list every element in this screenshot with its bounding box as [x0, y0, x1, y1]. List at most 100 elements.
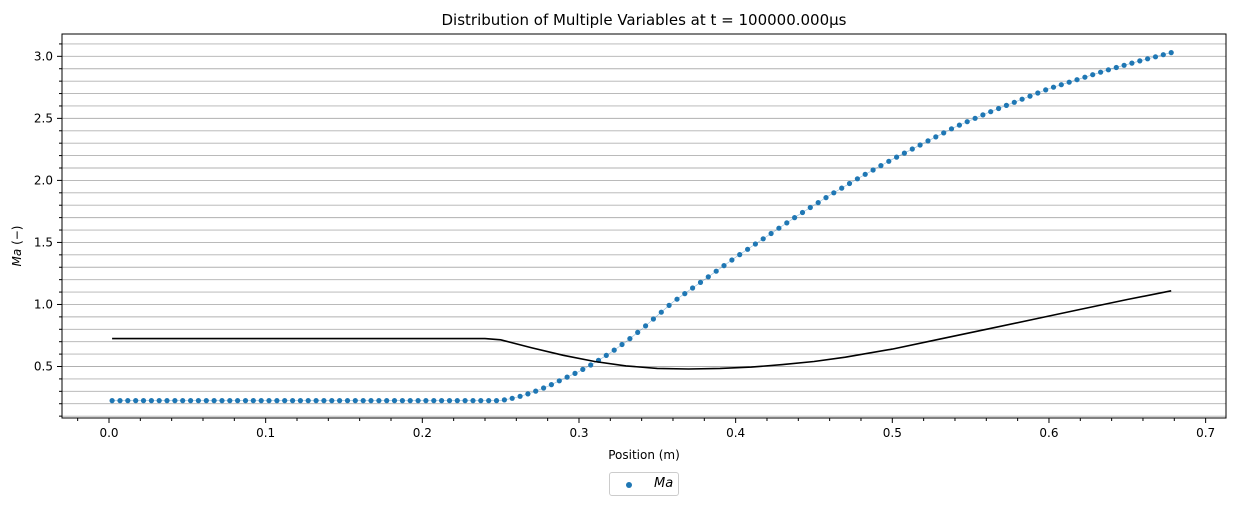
ma-point: [1105, 67, 1111, 73]
ma-point: [933, 134, 939, 140]
ma-point: [776, 225, 782, 231]
ma-point: [313, 398, 319, 404]
ma-point: [972, 115, 978, 121]
ma-point: [1074, 77, 1080, 83]
ma-point: [431, 398, 437, 404]
line-series: [112, 290, 1172, 370]
ma-point: [439, 398, 445, 404]
ma-point: [227, 398, 233, 404]
ma-point: [1137, 58, 1143, 64]
ma-point: [1066, 79, 1072, 85]
ma-point: [164, 398, 170, 404]
y-tick-label: 1.0: [34, 297, 53, 311]
x-axis-label: Position (m): [608, 448, 680, 462]
ma-point: [235, 398, 241, 404]
ma-point: [211, 398, 217, 404]
ma-point: [509, 395, 515, 401]
ma-point: [391, 398, 398, 404]
ma-point: [1145, 56, 1151, 62]
ma-point: [760, 236, 766, 242]
ma-point: [815, 200, 821, 206]
ma-point: [980, 112, 986, 118]
ma-point: [501, 397, 507, 403]
ma-point: [1098, 69, 1104, 75]
ma-point: [548, 382, 555, 388]
ma-point: [305, 398, 311, 404]
ma-point: [517, 393, 523, 399]
ma-point: [337, 398, 343, 404]
plot-frame: [61, 33, 1227, 419]
ma-point: [611, 347, 617, 353]
ma-point: [117, 398, 123, 404]
x-tick-label: 0.6: [1039, 426, 1058, 440]
ma-point: [988, 109, 994, 115]
ma-point: [917, 142, 923, 148]
ma-point: [541, 385, 547, 391]
ma-point: [148, 398, 154, 404]
x-tick-label: 0.0: [99, 426, 118, 440]
ma-point: [1113, 64, 1119, 71]
ma-point: [925, 138, 931, 144]
plot-area: [109, 50, 1174, 404]
ma-point: [242, 398, 249, 404]
ma-point: [462, 398, 468, 404]
ma-point: [1160, 52, 1166, 58]
ma-point: [423, 398, 429, 404]
ma-point: [752, 241, 759, 247]
ma-point: [948, 126, 955, 132]
ma-point: [344, 398, 351, 404]
ma-point: [250, 398, 256, 404]
ma-point: [109, 398, 115, 404]
ma-point: [203, 398, 209, 404]
ma-point: [384, 398, 390, 404]
ma-point: [886, 158, 892, 164]
ma-point: [627, 336, 633, 342]
ma-point: [909, 146, 915, 152]
ma-point: [1082, 74, 1088, 80]
ma-point: [682, 291, 688, 297]
y-axis-label: Ma (−): [10, 226, 24, 267]
ma-point: [846, 180, 853, 187]
ma-point: [792, 215, 798, 221]
ma-point: [854, 176, 861, 182]
x-tick-label: 0.7: [1196, 426, 1215, 440]
ma-point: [1027, 93, 1033, 99]
ma-point: [329, 398, 335, 404]
legend: Ma: [609, 472, 679, 496]
ma-point: [878, 163, 884, 169]
legend-marker-ma: [626, 482, 632, 488]
ma-point: [807, 204, 813, 211]
ma-point: [321, 398, 327, 404]
ma-point: [407, 398, 413, 404]
y-tick-label: 0.5: [34, 360, 53, 374]
ma-point: [533, 388, 539, 394]
y-axis: 0.5 1.0 1.5 2.0 2.5 3.0: [34, 43, 62, 417]
ma-point: [823, 195, 829, 201]
ma-point: [799, 209, 806, 216]
ma-point: [368, 398, 374, 404]
ma-point: [1058, 82, 1064, 88]
ma-point: [156, 398, 162, 404]
ma-point: [564, 374, 570, 380]
ma-point: [1019, 96, 1025, 102]
ma-point: [274, 398, 280, 404]
ma-point: [1168, 50, 1174, 56]
ma-point: [454, 398, 460, 404]
ma-point: [745, 246, 751, 252]
ma-point: [1003, 102, 1010, 108]
ma-point: [180, 398, 186, 404]
ma-point: [446, 398, 453, 404]
ma-point: [133, 398, 139, 404]
ma-point: [996, 105, 1002, 112]
ma-point: [1011, 99, 1017, 105]
ma-point: [415, 398, 421, 404]
ma-point: [964, 119, 970, 125]
ma-point: [352, 398, 358, 404]
ma-point: [870, 167, 876, 173]
ma-point: [713, 268, 719, 274]
ma-point: [839, 185, 845, 191]
ma-point: [894, 154, 900, 160]
ma-point: [650, 316, 657, 322]
x-axis: 0.0 0.1 0.2 0.3 0.4 0.5 0.6 0.7: [77, 418, 1215, 440]
ma-point: [1043, 87, 1049, 93]
